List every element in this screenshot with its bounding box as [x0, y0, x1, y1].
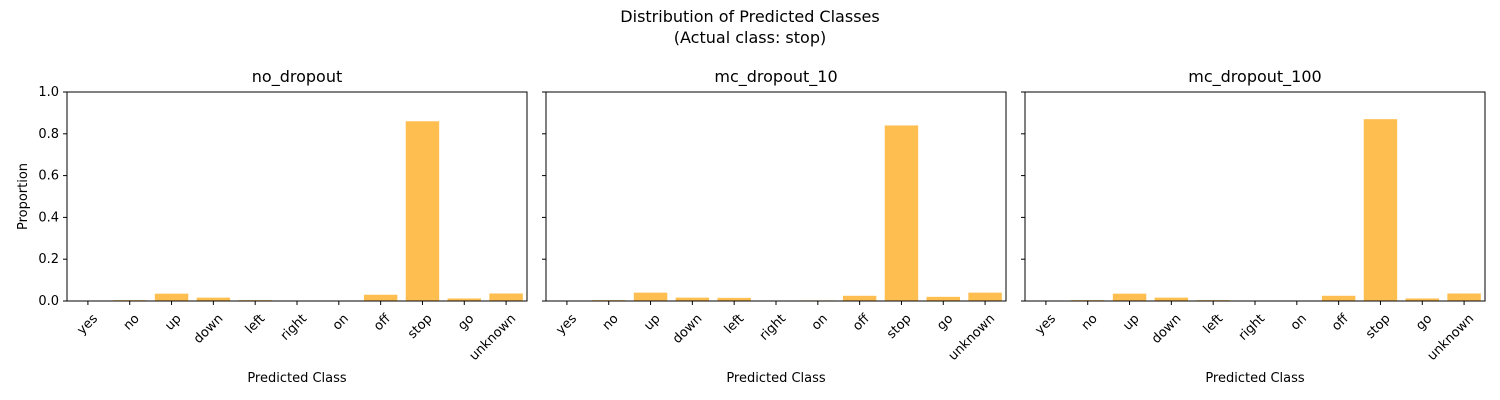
y-tick-label: 0.8	[38, 127, 59, 142]
x-axis-label: Predicted Class	[247, 371, 347, 386]
bar-off	[842, 295, 877, 301]
bar-unknown	[489, 293, 523, 301]
x-tick-label-right: right	[278, 311, 310, 343]
bar-down	[196, 297, 231, 301]
bar-down	[1154, 297, 1189, 301]
x-tick-label-on: on	[330, 311, 352, 333]
x-tick-label-down: down	[191, 311, 226, 346]
x-tick-label-no: no	[600, 311, 622, 333]
y-tick-label: 1.0	[38, 85, 59, 100]
x-tick-label-left: left	[243, 311, 269, 337]
x-tick-label-stop: stop	[405, 311, 435, 341]
bar-up	[633, 292, 668, 301]
bar-stop	[884, 125, 919, 301]
panel-title: mc_dropout_10	[714, 67, 837, 87]
bar-go	[447, 298, 481, 301]
x-tick-label-off: off	[850, 311, 873, 334]
plot-frame	[66, 91, 528, 302]
chart-panel-no_dropout: no_dropout 0.0 0.2 0.4 0.6 0.8 1.0 yes no up down l…	[16, 67, 528, 386]
plot-frame	[1024, 91, 1486, 302]
x-tick-label-unknown: unknown	[467, 311, 519, 363]
bar-unknown	[1447, 293, 1481, 301]
plot-frame	[545, 91, 1007, 302]
bar-off	[363, 294, 398, 301]
x-tick-label-down: down	[1149, 311, 1184, 346]
x-tick-label-go: go	[455, 311, 477, 333]
x-tick-label-on: on	[809, 311, 831, 333]
x-tick-label-stop: stop	[1363, 311, 1393, 341]
x-axis-label: Predicted Class	[726, 371, 826, 386]
bar-go	[926, 296, 960, 301]
x-tick-label-down: down	[670, 311, 705, 346]
panel-title: no_dropout	[252, 67, 342, 87]
figure-title: Distribution of Predicted Classes	[620, 7, 879, 26]
x-tick-label-unknown: unknown	[946, 311, 998, 363]
bar-unknown	[968, 292, 1002, 301]
bar-stop	[405, 121, 440, 301]
x-axis-label: Predicted Class	[1205, 371, 1305, 386]
x-tick-label-go: go	[934, 311, 956, 333]
x-tick-label-go: go	[1413, 311, 1435, 333]
bar-left	[717, 297, 751, 301]
x-tick-label-left: left	[1201, 311, 1227, 337]
y-tick-label: 0.4	[38, 210, 59, 225]
x-tick-label-on: on	[1288, 311, 1310, 333]
x-tick-label-yes: yes	[553, 311, 580, 338]
x-tick-label-unknown: unknown	[1425, 311, 1477, 363]
x-tick-label-off: off	[1329, 311, 1352, 334]
bar-up	[154, 293, 189, 301]
panel-title: mc_dropout_100	[1188, 67, 1321, 87]
y-tick-label: 0.0	[38, 294, 59, 309]
figure-subtitle: (Actual class: stop)	[674, 28, 826, 47]
x-tick-label-off: off	[371, 311, 394, 334]
bar-down	[675, 297, 710, 301]
x-tick-label-right: right	[757, 311, 789, 343]
x-tick-label-stop: stop	[884, 311, 914, 341]
x-tick-label-no: no	[1079, 311, 1101, 333]
x-tick-label-up: up	[641, 311, 663, 333]
x-tick-label-up: up	[1120, 311, 1142, 333]
x-tick-label-no: no	[121, 311, 143, 333]
x-tick-label-yes: yes	[1032, 311, 1059, 338]
x-tick-label-right: right	[1236, 311, 1268, 343]
bar-stop	[1363, 119, 1398, 301]
bar-up	[1112, 293, 1147, 301]
bar-go	[1405, 298, 1439, 301]
bar-off	[1321, 295, 1356, 301]
y-axis-label: Proportion	[16, 163, 31, 230]
x-tick-label-left: left	[722, 311, 748, 337]
y-tick-label: 0.6	[38, 169, 59, 184]
x-tick-label-up: up	[162, 311, 184, 333]
x-tick-label-yes: yes	[74, 311, 101, 338]
y-tick-label: 0.2	[38, 252, 59, 267]
